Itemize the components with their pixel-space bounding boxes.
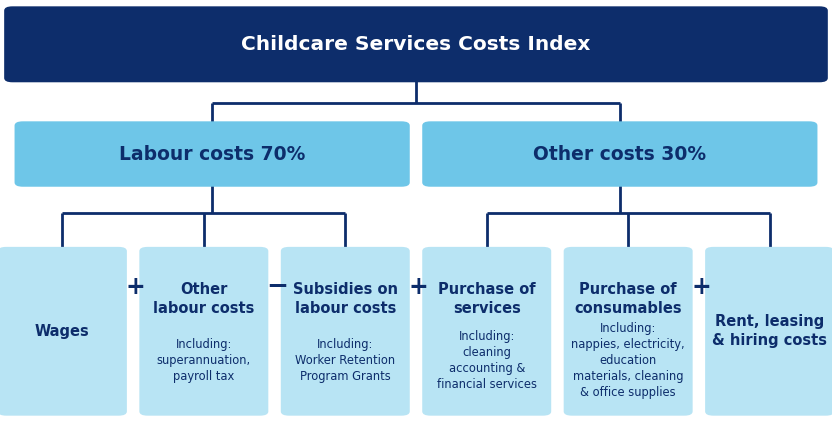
Text: Labour costs 70%: Labour costs 70% — [119, 144, 305, 164]
Text: Rent, leasing
& hiring costs: Rent, leasing & hiring costs — [712, 314, 827, 348]
FancyBboxPatch shape — [139, 247, 268, 416]
Text: +: + — [691, 275, 711, 299]
Text: Including:
Worker Retention
Program Grants: Including: Worker Retention Program Gran… — [295, 338, 395, 383]
FancyBboxPatch shape — [4, 6, 828, 82]
Text: Including:
nappies, electricity,
education
materials, cleaning
& office supplies: Including: nappies, electricity, educati… — [572, 322, 685, 399]
FancyBboxPatch shape — [422, 247, 551, 416]
Text: Other costs 30%: Other costs 30% — [533, 144, 706, 164]
Text: Subsidies on
labour costs: Subsidies on labour costs — [293, 282, 398, 316]
Text: Other
labour costs: Other labour costs — [153, 282, 255, 316]
FancyBboxPatch shape — [422, 121, 817, 187]
Text: Wages: Wages — [35, 324, 90, 339]
Text: Purchase of
consumables: Purchase of consumables — [574, 282, 682, 316]
Text: Purchase of
services: Purchase of services — [438, 282, 536, 316]
Text: +: + — [409, 275, 428, 299]
Text: Including:
superannuation,
payroll tax: Including: superannuation, payroll tax — [156, 338, 251, 383]
Text: −: − — [266, 274, 288, 300]
Text: +: + — [126, 275, 146, 299]
Text: Including:
cleaning
accounting &
financial services: Including: cleaning accounting & financi… — [437, 330, 537, 391]
FancyBboxPatch shape — [0, 247, 126, 416]
Text: Childcare Services Costs Index: Childcare Services Costs Index — [241, 35, 591, 54]
FancyBboxPatch shape — [14, 121, 410, 187]
FancyBboxPatch shape — [280, 247, 409, 416]
FancyBboxPatch shape — [564, 247, 692, 416]
FancyBboxPatch shape — [706, 247, 832, 416]
